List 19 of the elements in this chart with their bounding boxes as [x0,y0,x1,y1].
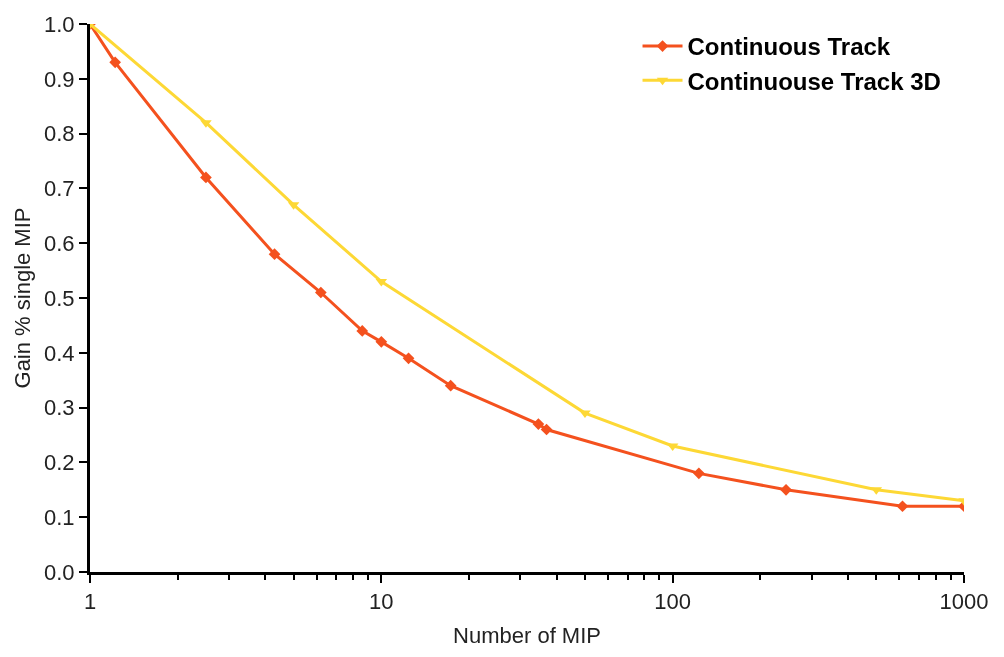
y-tick-label: 0.6 [44,230,75,256]
y-axis-title: Gain % single MIP [9,207,35,389]
y-tick-label: 0.2 [44,450,75,476]
x-tick-label: 1 [83,589,97,615]
y-tick-label: 0.5 [44,285,75,311]
y-tick-label: 0.4 [44,340,75,366]
x-tick-label: 10 [369,589,394,615]
y-tick-label: 1.0 [44,11,75,37]
y-tick-label: 0.0 [44,559,75,585]
legend-label: Continuous Track [687,33,891,61]
legend-label: Continuouse Track 3D [687,67,941,95]
x-axis-title: Number of MIP [453,623,601,649]
y-tick-label: 0.1 [44,504,75,530]
x-tick-label: 1000 [939,589,989,615]
x-tick-label: 100 [654,589,692,615]
y-tick-label: 0.9 [44,66,75,92]
y-tick-label: 0.3 [44,395,75,421]
y-tick-label: 0.8 [44,121,75,147]
y-tick-label: 0.7 [44,176,75,202]
